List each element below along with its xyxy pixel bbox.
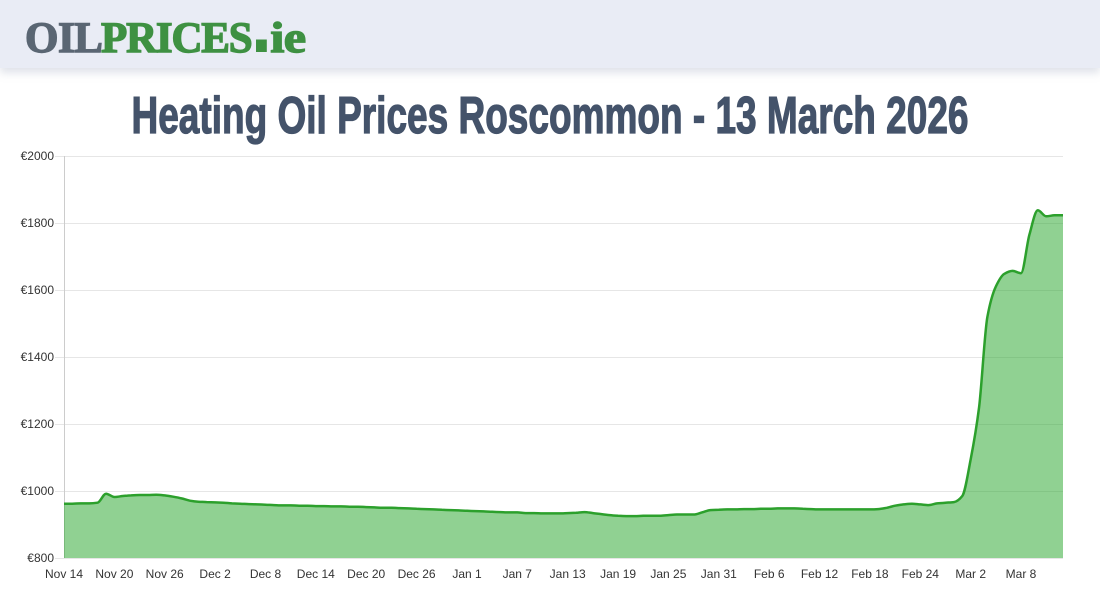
svg-text:€2000: €2000 [21,149,55,163]
svg-text:€1600: €1600 [21,283,55,297]
svg-text:Jan 1: Jan 1 [452,567,482,581]
svg-text:Heating Oil Prices Roscommon -: Heating Oil Prices Roscommon - 13 March … [132,86,969,145]
svg-text:€1200: €1200 [21,417,55,431]
svg-text:€1000: €1000 [21,484,55,498]
svg-text:OIL: OIL [25,15,102,62]
svg-text:Jan 7: Jan 7 [503,567,533,581]
svg-text:€1400: €1400 [21,350,55,364]
svg-text:€800: €800 [27,551,54,565]
svg-text:Dec 20: Dec 20 [347,567,385,581]
svg-text:PRICES: PRICES [101,15,252,62]
svg-text:Feb 12: Feb 12 [801,567,839,581]
svg-text:Mar 8: Mar 8 [1006,567,1037,581]
svg-text:Feb 24: Feb 24 [902,567,940,581]
svg-text:Nov 20: Nov 20 [95,567,133,581]
svg-text:Jan 25: Jan 25 [650,567,686,581]
svg-text:Nov 26: Nov 26 [146,567,184,581]
svg-text:Mar 2: Mar 2 [955,567,986,581]
svg-text:Feb 18: Feb 18 [851,567,889,581]
svg-text:Feb 6: Feb 6 [754,567,785,581]
svg-text:Jan 31: Jan 31 [701,567,737,581]
svg-text:Jan 19: Jan 19 [600,567,636,581]
svg-text:Nov 14: Nov 14 [45,567,83,581]
svg-text:Dec 14: Dec 14 [297,567,335,581]
svg-text:Dec 26: Dec 26 [398,567,436,581]
svg-text:€1800: €1800 [21,216,55,230]
svg-text:Dec 8: Dec 8 [250,567,282,581]
svg-text:Jan 13: Jan 13 [550,567,586,581]
svg-text:ie: ie [270,14,305,62]
svg-text:Dec 2: Dec 2 [199,567,231,581]
